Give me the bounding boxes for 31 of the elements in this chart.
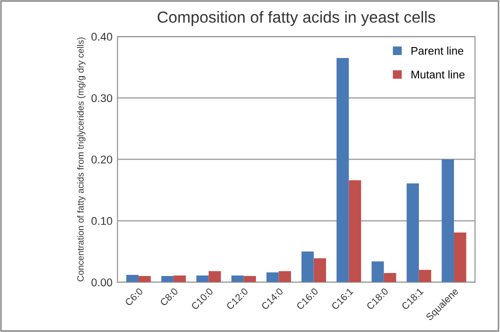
bar	[442, 159, 454, 282]
bar	[314, 258, 326, 282]
y-tick-label: 0.40	[91, 32, 112, 41]
bar	[348, 180, 362, 282]
y-axis-title: Concentration of fatty acids from triglycerides (mg/g dry cells)	[77, 37, 86, 282]
y-tick-label: 0.00	[91, 278, 112, 286]
y-tick-label: 0.30	[91, 94, 112, 102]
x-tick-label: C6:0	[124, 288, 144, 306]
bar	[244, 276, 256, 282]
bar	[126, 274, 139, 282]
bar	[161, 276, 174, 282]
bar	[174, 275, 186, 282]
bar	[196, 275, 209, 282]
bar	[406, 183, 419, 282]
bar	[336, 58, 349, 282]
y-tick-label: 0.20	[91, 156, 112, 164]
bar	[138, 276, 151, 282]
x-tick-label: C8:0	[160, 288, 178, 306]
legend-label: Parent line	[412, 46, 464, 55]
y-tick-label: 0.10	[91, 217, 112, 225]
legend-label: Mutant line	[412, 70, 465, 78]
bar	[384, 272, 396, 282]
bar	[208, 271, 221, 282]
bar	[231, 275, 244, 282]
bar	[454, 232, 466, 282]
bar	[302, 251, 314, 282]
chart-title: Composition of fatty acids in yeast cells	[158, 11, 436, 26]
bar	[418, 270, 432, 282]
bar	[278, 271, 291, 282]
bar	[266, 272, 279, 282]
bar	[372, 261, 384, 282]
